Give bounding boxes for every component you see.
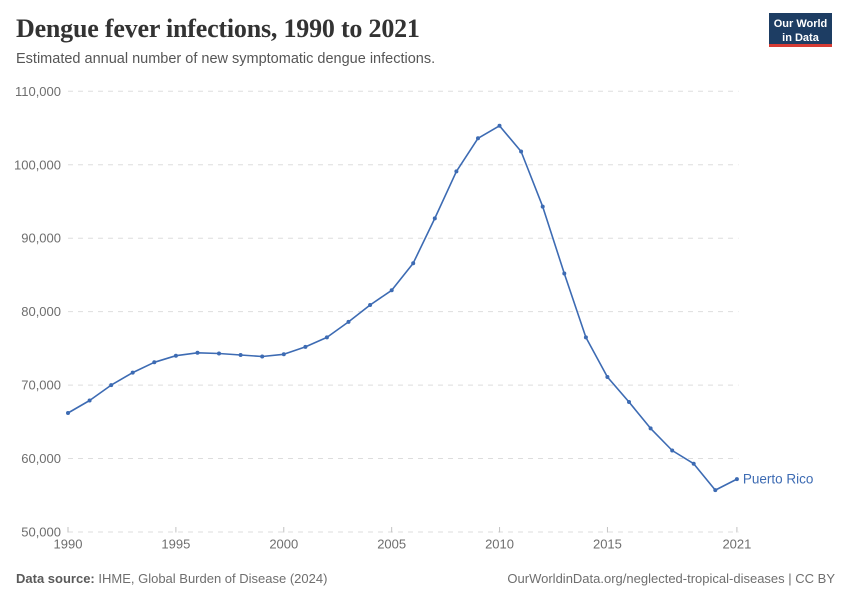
x-axis-tick-label: 2005: [377, 537, 406, 552]
datasource-value: IHME, Global Burden of Disease (2024): [94, 571, 328, 586]
data-point[interactable]: [281, 352, 286, 357]
data-point[interactable]: [130, 370, 135, 375]
data-point[interactable]: [519, 149, 524, 154]
data-point[interactable]: [540, 204, 545, 209]
data-point[interactable]: [389, 288, 394, 293]
data-point[interactable]: [670, 448, 675, 453]
data-point[interactable]: [346, 319, 351, 324]
data-point[interactable]: [734, 477, 739, 482]
x-axis-tick-label: 1995: [161, 537, 190, 552]
data-point[interactable]: [109, 383, 114, 388]
x-axis-tick-label: 2000: [269, 537, 298, 552]
x-axis-tick-label: 1990: [54, 537, 83, 552]
y-axis-tick-label: 110,000: [15, 84, 61, 99]
owid-logo[interactable]: Our World in Data: [769, 13, 832, 47]
y-axis-tick-label: 50,000: [21, 525, 61, 540]
y-axis-tick-label: 70,000: [21, 378, 61, 393]
series-end-label[interactable]: Puerto Rico: [743, 472, 814, 487]
y-axis-tick-label: 90,000: [21, 231, 61, 246]
y-axis-tick-label: 80,000: [21, 304, 61, 319]
data-point[interactable]: [152, 360, 157, 365]
footer-license-link[interactable]: CC BY: [795, 571, 835, 586]
data-point[interactable]: [217, 351, 221, 356]
data-point[interactable]: [627, 400, 631, 404]
data-point[interactable]: [173, 353, 178, 358]
data-point[interactable]: [195, 350, 200, 355]
series-line[interactable]: [67, 125, 738, 491]
y-axis-tick-label: 100,000: [14, 157, 61, 172]
data-point[interactable]: [324, 335, 329, 340]
data-point[interactable]: [303, 344, 308, 349]
data-point[interactable]: [238, 353, 243, 357]
x-axis-tick-label: 2021: [722, 537, 751, 552]
data-point[interactable]: [605, 375, 610, 379]
data-point[interactable]: [66, 411, 70, 415]
data-point[interactable]: [411, 261, 416, 266]
footer-credit: OurWorldinData.org/neglected-tropical-di…: [507, 571, 835, 586]
data-point[interactable]: [691, 461, 696, 466]
data-point[interactable]: [260, 354, 265, 359]
data-point[interactable]: [476, 136, 480, 141]
data-point[interactable]: [87, 398, 92, 403]
footer-url-link[interactable]: OurWorldinData.org/neglected-tropical-di…: [507, 571, 785, 586]
footer: Data source: IHME, Global Burden of Dise…: [16, 571, 835, 586]
owid-logo-line2: in Data: [782, 32, 819, 44]
data-point[interactable]: [713, 488, 718, 493]
data-point[interactable]: [454, 169, 459, 174]
x-axis-tick-label: 2010: [485, 537, 514, 552]
datasource-label: Data source:: [16, 571, 95, 586]
data-point[interactable]: [368, 303, 373, 307]
data-point[interactable]: [432, 216, 437, 221]
y-axis-tick-label: 60,000: [21, 451, 61, 466]
page-title: Dengue fever infections, 1990 to 2021: [16, 14, 420, 43]
x-axis-tick-label: 2015: [593, 537, 622, 552]
data-point[interactable]: [562, 271, 567, 276]
data-point[interactable]: [497, 123, 502, 128]
owid-logo-line1: Our World: [773, 18, 828, 30]
page-subtitle: Estimated annual number of new symptomat…: [16, 51, 436, 67]
datasource-note: Data source: IHME, Global Burden of Dise…: [16, 571, 327, 586]
data-point[interactable]: [648, 426, 653, 431]
footer-separator: |: [784, 571, 796, 586]
data-point[interactable]: [583, 335, 588, 340]
